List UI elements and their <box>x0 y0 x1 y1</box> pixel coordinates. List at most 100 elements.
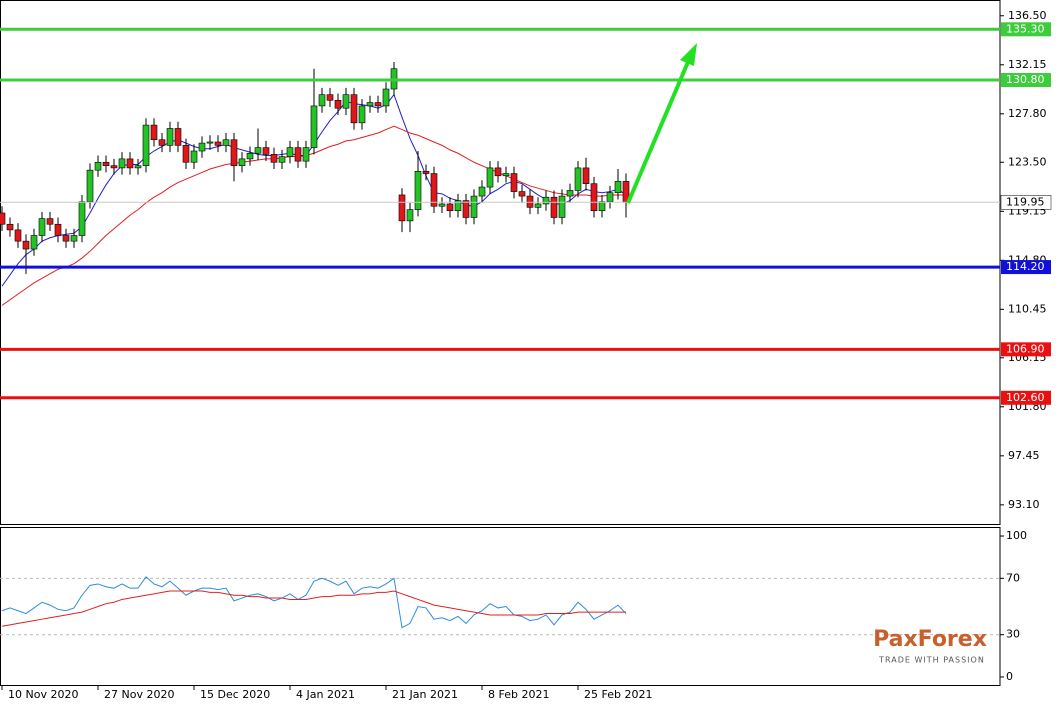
candle-body <box>30 235 38 250</box>
candle-body <box>598 201 606 212</box>
x-tick-label: 27 Nov 2020 <box>104 688 174 701</box>
y-tick-label: 132.15 <box>1008 58 1047 71</box>
candle-body <box>14 229 22 242</box>
candle-body <box>46 218 54 225</box>
level-label: 102.60 <box>1006 391 1045 404</box>
logo-name: PaxForex <box>873 627 987 652</box>
logo-tagline: TRADE WITH PASSION <box>878 656 985 665</box>
candle-body <box>414 170 422 210</box>
y-tick-label: 97.45 <box>1008 449 1040 462</box>
candle-body <box>38 218 46 236</box>
candle-body <box>22 240 30 250</box>
y-tick-label: 136.50 <box>1008 9 1047 22</box>
candle-body <box>238 158 246 166</box>
y-tick-label: 0 <box>1006 670 1013 683</box>
candle-body <box>134 165 142 169</box>
candle-body <box>526 195 534 208</box>
candle-body <box>142 124 150 166</box>
rsi-line <box>1 576 627 629</box>
candle-body <box>318 94 326 107</box>
level-label: 106.90 <box>1006 342 1045 355</box>
candle-body <box>118 158 126 169</box>
candle-body <box>454 200 462 212</box>
candle-body <box>246 152 254 160</box>
y-tick-label: 30 <box>1006 628 1020 641</box>
candle-body <box>342 94 350 109</box>
candle-body <box>302 147 310 162</box>
y-tick-label: 110.45 <box>1008 302 1047 315</box>
candle-body <box>326 94 334 101</box>
candle-body <box>534 203 542 208</box>
candle-body <box>382 88 390 107</box>
level-box <box>1001 390 1051 405</box>
level-label: 130.80 <box>1006 73 1045 86</box>
candle-body <box>550 196 558 218</box>
candle-body <box>566 190 574 197</box>
candle-body <box>366 102 374 107</box>
candle-body <box>198 142 206 152</box>
y-tick-label: 123.50 <box>1008 155 1047 168</box>
candle-body <box>606 192 614 203</box>
forecast-arrow <box>626 61 690 204</box>
candle-body <box>542 196 550 205</box>
candle-body <box>406 209 414 222</box>
x-tick-label: 15 Dec 2020 <box>200 688 270 701</box>
candle-body <box>462 200 470 218</box>
y-tick-label: 127.80 <box>1008 107 1047 120</box>
level-box <box>1001 342 1051 357</box>
candle-body <box>70 235 78 242</box>
candle-body <box>78 201 86 236</box>
candle-body <box>422 170 430 174</box>
candle-body <box>158 139 166 146</box>
price-panel: 136.50132.15127.80123.50119.15114.80110.… <box>0 9 1052 511</box>
candle-body <box>478 186 486 197</box>
candle-body <box>262 147 270 155</box>
candle-body <box>590 183 598 212</box>
candle-body <box>126 158 134 169</box>
level-box <box>1001 260 1051 275</box>
candle-body <box>582 167 590 184</box>
main-frame <box>0 0 1001 525</box>
candle-body <box>358 105 366 124</box>
candle-body <box>398 194 406 222</box>
level-box <box>1001 73 1051 88</box>
candle-body <box>430 173 438 207</box>
candle-body <box>86 169 94 203</box>
x-tick-label: 4 Jan 2021 <box>296 688 355 701</box>
candle-body <box>558 195 566 218</box>
candle-body <box>166 128 174 146</box>
y-tick-label: 70 <box>1006 571 1020 584</box>
x-tick-label: 25 Feb 2021 <box>584 688 652 701</box>
candle-body <box>102 161 110 166</box>
candle-body <box>206 141 214 144</box>
candle-body <box>286 147 294 157</box>
candle-body <box>614 181 622 193</box>
candle-body <box>574 167 582 191</box>
level-box <box>1001 22 1051 37</box>
candle-body <box>254 147 262 154</box>
x-tick-label: 21 Jan 2021 <box>392 688 458 701</box>
rsi-panel: 100 70 30 0 <box>0 529 1027 683</box>
candle-body <box>230 139 238 166</box>
candle-body <box>510 173 518 192</box>
x-tick-label: 10 Nov 2020 <box>8 688 78 701</box>
candle-body <box>6 223 14 231</box>
last-price-label: 119.95 <box>1006 195 1045 208</box>
last-price-box <box>1000 195 1052 210</box>
candle-body <box>190 150 198 163</box>
forecast-arrowhead <box>680 43 697 66</box>
candle-body <box>486 167 494 188</box>
y-tick-label: 93.10 <box>1008 498 1040 511</box>
candle-body <box>214 141 222 146</box>
level-label: 114.20 <box>1006 260 1045 273</box>
candle-body <box>438 203 446 207</box>
candle-body <box>470 195 478 218</box>
candle-body <box>350 94 358 124</box>
y-tick-label: 100 <box>1006 529 1027 542</box>
candle-body <box>182 145 190 163</box>
rsi-frame <box>0 527 1001 686</box>
x-tick-label: 8 Feb 2021 <box>488 688 549 701</box>
candle-body <box>294 147 302 162</box>
candle-body <box>270 154 278 163</box>
candle-body <box>0 212 6 225</box>
